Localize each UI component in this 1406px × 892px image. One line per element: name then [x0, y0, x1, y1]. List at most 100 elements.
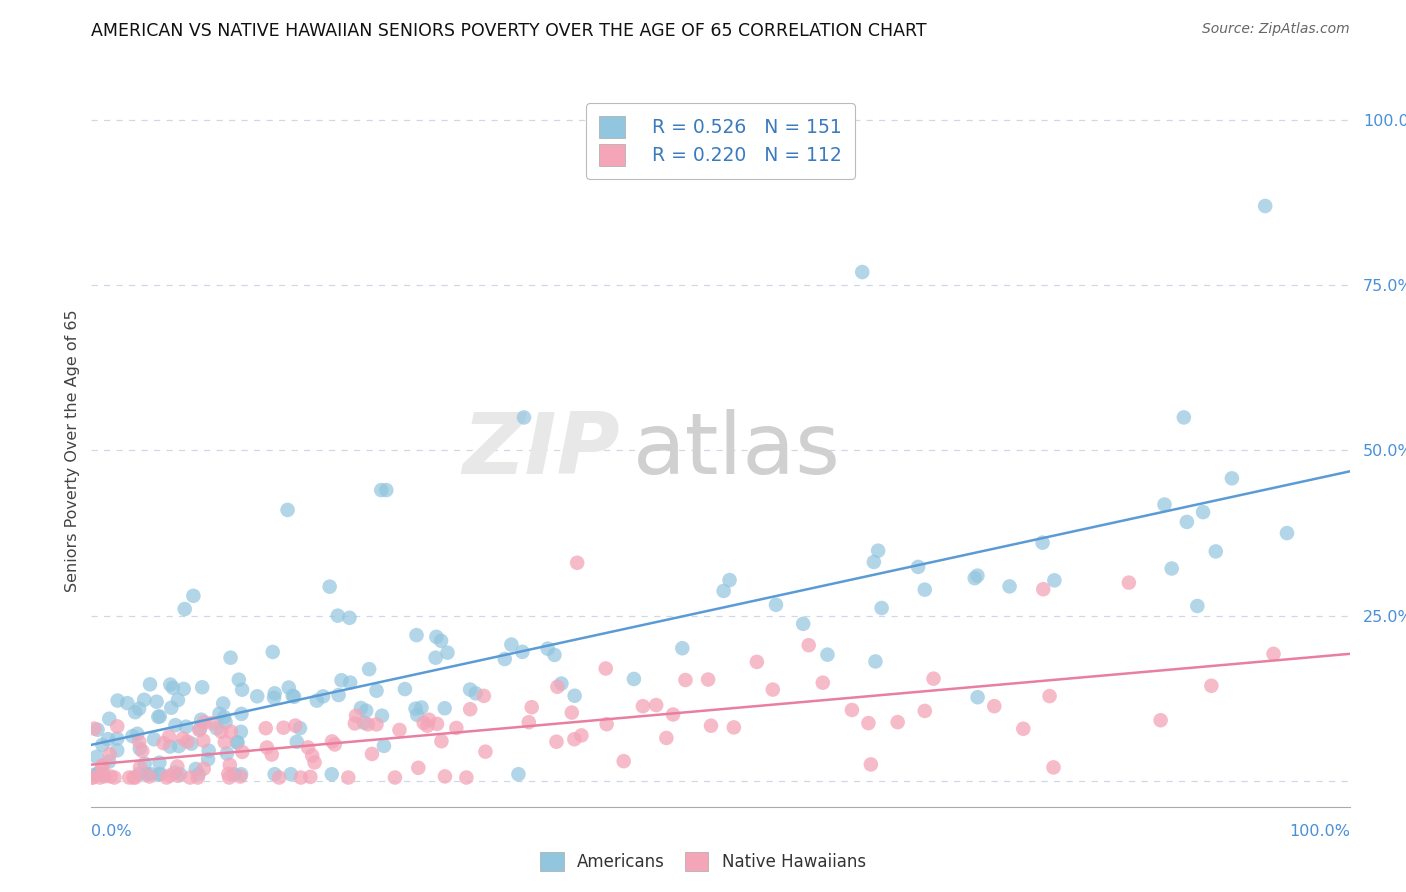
Point [416, 719, 439, 733]
Point [283, 690, 305, 704]
Point [1201, 679, 1223, 693]
Point [162, 681, 184, 695]
Point [474, 745, 496, 759]
Point [1275, 526, 1298, 541]
Point [214, 715, 236, 730]
Point [91, 758, 114, 772]
Point [671, 641, 693, 656]
Point [281, 689, 304, 703]
Point [697, 673, 720, 687]
Point [797, 638, 820, 652]
Point [851, 265, 873, 279]
Text: atlas: atlas [633, 409, 841, 492]
Point [105, 719, 128, 733]
Point [914, 704, 936, 718]
Point [373, 739, 395, 753]
Point [229, 770, 252, 784]
Point [138, 769, 160, 783]
Point [1118, 575, 1140, 590]
Point [174, 720, 197, 734]
Point [863, 555, 886, 569]
Point [183, 589, 205, 603]
Point [169, 767, 191, 781]
Point [907, 560, 929, 574]
Point [675, 673, 697, 687]
Point [139, 677, 162, 691]
Point [121, 729, 143, 743]
Point [458, 702, 481, 716]
Point [145, 695, 167, 709]
Point [1160, 561, 1182, 575]
Text: 0.0%: 0.0% [91, 824, 132, 838]
Point [98, 712, 121, 726]
Point [512, 645, 534, 659]
Point [1149, 713, 1171, 727]
Text: AMERICAN VS NATIVE HAWAIIAN SENIORS POVERTY OVER THE AGE OF 65 CORRELATION CHART: AMERICAN VS NATIVE HAWAIIAN SENIORS POVE… [91, 22, 927, 40]
Point [134, 756, 156, 771]
Point [179, 771, 201, 785]
Point [159, 677, 181, 691]
Point [80, 771, 103, 785]
Point [412, 716, 434, 731]
Point [83, 722, 105, 736]
Point [93, 769, 115, 783]
Point [188, 723, 211, 737]
Point [1173, 410, 1195, 425]
Point [180, 737, 202, 751]
Point [128, 741, 150, 756]
Point [433, 701, 456, 715]
Point [371, 708, 394, 723]
Point [366, 717, 388, 731]
Point [117, 696, 139, 710]
Point [1032, 582, 1054, 597]
Point [219, 650, 242, 665]
Point [662, 707, 685, 722]
Point [197, 744, 219, 758]
Point [595, 661, 617, 675]
Point [384, 771, 406, 785]
Point [762, 682, 785, 697]
Point [645, 698, 668, 712]
Point [321, 734, 343, 748]
Point [254, 721, 277, 735]
Point [165, 718, 187, 732]
Point [184, 762, 207, 776]
Point [128, 701, 150, 715]
Point [100, 769, 122, 783]
Point [433, 769, 456, 783]
Point [86, 767, 108, 781]
Point [122, 771, 145, 785]
Point [792, 616, 814, 631]
Point [966, 690, 988, 705]
Text: ZIP: ZIP [463, 409, 620, 492]
Point [135, 767, 157, 781]
Point [375, 483, 398, 497]
Point [277, 681, 299, 695]
Point [425, 630, 447, 644]
Point [290, 771, 312, 785]
Point [141, 767, 163, 781]
Point [226, 735, 249, 749]
Point [966, 568, 988, 582]
Point [263, 690, 285, 705]
Point [870, 601, 893, 615]
Point [193, 715, 215, 730]
Point [318, 580, 340, 594]
Point [865, 655, 887, 669]
Point [1192, 505, 1215, 519]
Text: 100.0%: 100.0% [1289, 824, 1350, 838]
Point [339, 675, 361, 690]
Point [328, 688, 350, 702]
Point [517, 715, 540, 730]
Point [129, 760, 152, 774]
Point [284, 718, 307, 732]
Point [472, 689, 495, 703]
Point [405, 701, 427, 715]
Point [91, 738, 114, 752]
Point [124, 705, 146, 719]
Point [508, 767, 530, 781]
Point [631, 699, 654, 714]
Point [188, 722, 211, 736]
Point [214, 735, 236, 749]
Point [288, 721, 311, 735]
